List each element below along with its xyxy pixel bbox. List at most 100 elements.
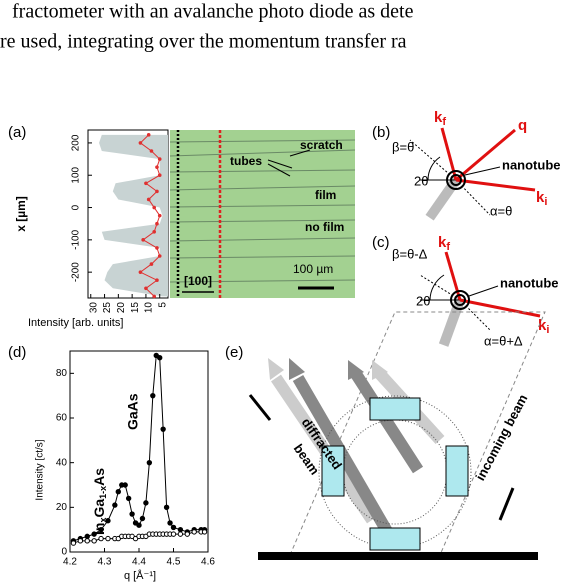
angle-label: β=θ-Δ — [392, 246, 428, 261]
vector-label: ki — [538, 317, 549, 336]
data-point — [113, 503, 117, 507]
y-tick-label: 0 — [61, 547, 67, 558]
data-point — [126, 496, 130, 500]
panel-c: (c) β=θ-Δ kf nanotube 2θ ki α=θ+Δ — [372, 234, 559, 348]
profile-point — [158, 214, 162, 218]
x-tick-label: 30 — [88, 302, 99, 314]
sample — [426, 175, 462, 220]
image-label: tubes — [230, 154, 262, 168]
x-tick-label: 4.2 — [63, 557, 77, 568]
data-point — [192, 530, 196, 534]
vector-label: f — [442, 116, 446, 128]
body-text: fractometer with an avalanche photo diod… — [12, 1, 414, 23]
x-tick-label: 4.3 — [98, 557, 112, 568]
y-tick-label: 60 — [56, 413, 68, 424]
profile-point — [152, 295, 156, 299]
tiles — [322, 398, 468, 550]
panel-label: (c) — [372, 234, 390, 251]
data-point — [85, 534, 89, 538]
vector-label: ki — [536, 189, 547, 208]
panel-b: (b) β=θ kf q nanotube 2θ ki α=θ — [372, 109, 561, 221]
profile-point — [155, 278, 159, 282]
data-point — [171, 525, 175, 529]
profile-point — [155, 246, 159, 250]
profile-point — [139, 270, 143, 274]
panel-label: (e) — [225, 344, 243, 361]
plot-frame — [70, 351, 208, 552]
y-tick-label: 40 — [56, 457, 68, 468]
y-tick-label: -100 — [71, 229, 82, 249]
profile-point — [158, 157, 162, 161]
annotation: 1-x — [98, 486, 108, 499]
vector-label: kf — [438, 234, 450, 253]
profile-point — [144, 287, 148, 291]
profile-point — [152, 230, 156, 234]
image-label: 100 µm — [293, 262, 333, 276]
image-label: [100] — [184, 274, 212, 288]
figure-page: fractometer with an avalanche photo diod… — [0, 0, 564, 588]
profile-point — [155, 165, 159, 169]
angle-label: α=θ — [490, 203, 512, 218]
vector-label: f — [446, 241, 450, 253]
data-point — [158, 356, 162, 360]
x-tick-label: 25 — [102, 302, 113, 314]
panel-label: (b) — [372, 124, 390, 141]
profile-point — [158, 173, 162, 177]
x-tick-label: 10 — [144, 302, 155, 314]
data-point — [147, 460, 151, 464]
data-point — [92, 532, 96, 536]
x-tick-label: 15 — [130, 302, 141, 314]
image-label: scratch — [300, 138, 343, 152]
data-point — [144, 501, 148, 505]
image-label: film — [315, 188, 336, 202]
profile-point — [158, 254, 162, 258]
profile-point — [141, 238, 145, 242]
panel-a: (a) x [µm] Intensity [arb. units] scratc… — [8, 124, 355, 329]
object-label: nanotube — [500, 275, 559, 290]
data-point — [164, 505, 168, 509]
profile-point — [152, 206, 156, 210]
vector-label: q — [518, 117, 527, 134]
profile-point — [155, 190, 159, 194]
panel-label: (d) — [8, 344, 26, 361]
vector-label: i — [546, 324, 549, 336]
data-point — [161, 427, 165, 431]
x-axis-label: q [Å⁻¹] — [124, 569, 156, 582]
profile-point — [150, 149, 154, 153]
data-point — [178, 532, 182, 536]
x-tick-label: 4.6 — [201, 557, 215, 568]
profile-point — [139, 141, 143, 145]
y-tick-label: 80 — [56, 368, 68, 379]
data-point — [137, 523, 141, 527]
angle-label: β=θ — [392, 139, 414, 154]
y-tick-label: -200 — [71, 262, 82, 282]
data-point — [202, 530, 206, 534]
x-tick-label: 20 — [116, 302, 127, 314]
angle-arc — [430, 275, 444, 300]
pointer — [469, 286, 498, 296]
data-point — [140, 516, 144, 520]
x-tick-label: 4.5 — [167, 557, 181, 568]
vector-label: i — [544, 196, 547, 208]
data-point — [71, 541, 75, 545]
y-axis-label: Intensity [ct/s] — [35, 439, 46, 500]
profile-point — [144, 182, 148, 186]
angle-label: α=θ+Δ — [484, 333, 523, 348]
y-tick-label: 200 — [71, 134, 82, 151]
x-tick-label: 4.4 — [132, 557, 146, 568]
data-point — [106, 519, 110, 523]
profile-point — [147, 133, 151, 137]
panel-label: (a) — [8, 124, 26, 141]
object-label: nanotube — [502, 157, 561, 172]
angle-label: 2θ — [414, 173, 428, 188]
y-tick-label: 20 — [56, 502, 68, 513]
annotation: GaAs — [125, 393, 141, 430]
data-point — [130, 512, 134, 516]
data-point — [151, 393, 155, 397]
data-point — [106, 536, 110, 540]
data-point — [178, 527, 182, 531]
data-point — [99, 536, 103, 540]
profile-point — [147, 198, 151, 202]
y-tick-label: 100 — [71, 166, 82, 183]
profile-point — [150, 262, 154, 266]
